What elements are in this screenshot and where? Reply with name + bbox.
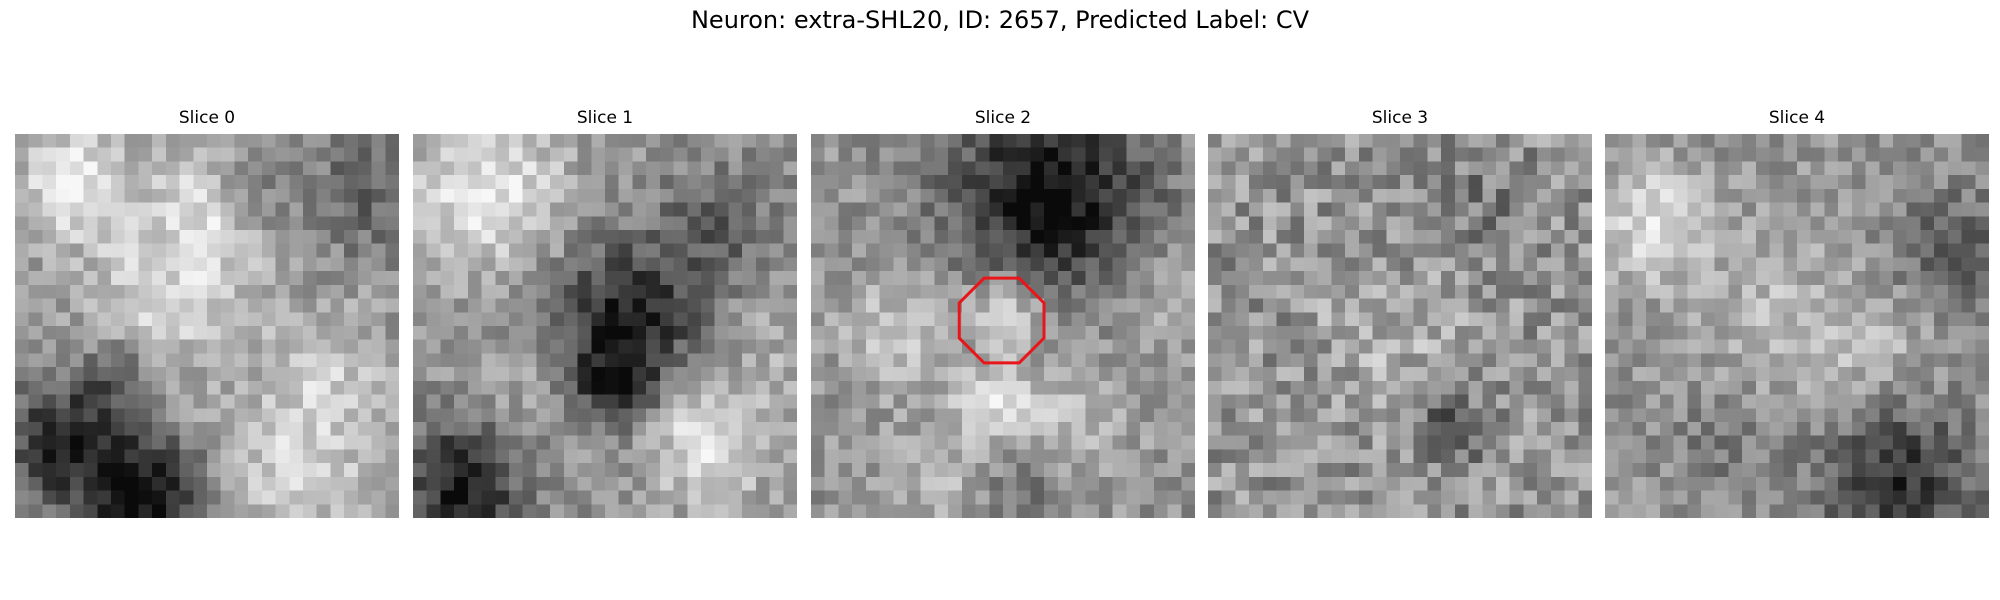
slice-title-1: Slice 1 [576, 108, 634, 128]
slice-image-2 [811, 134, 1195, 518]
slice-image-0 [15, 134, 399, 518]
slice-title-4: Slice 4 [1768, 108, 1826, 128]
slice-panel-2: Slice 2 [811, 108, 1195, 526]
slice-title-2: Slice 2 [974, 108, 1032, 128]
slice-title-3: Slice 3 [1371, 108, 1429, 128]
slice-image-1 [413, 134, 797, 518]
figure-title: Neuron: extra-SHL20, ID: 2657, Predicted… [690, 6, 1310, 34]
slice-panel-1: Slice 1 [413, 108, 797, 526]
roi-outline [957, 276, 1046, 365]
slice-panel-4: Slice 4 [1605, 108, 1989, 526]
slice-panel-0: Slice 0 [15, 108, 399, 526]
slice-image-3 [1208, 134, 1592, 518]
slice-panel-3: Slice 3 [1208, 108, 1592, 526]
slice-image-4 [1605, 134, 1989, 518]
slice-title-0: Slice 0 [178, 108, 236, 128]
